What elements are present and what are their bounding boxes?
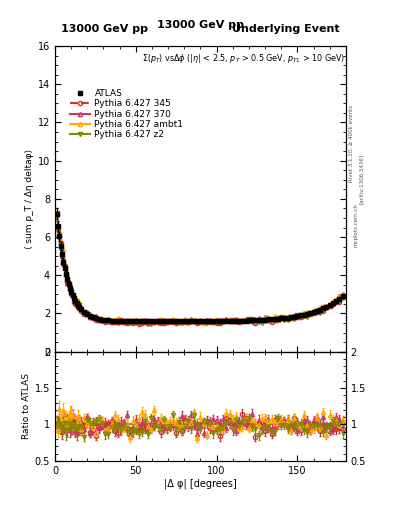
Y-axis label: ⟨ sum p_T / Δη deltaφ⟩: ⟨ sum p_T / Δη deltaφ⟩ [25,149,34,249]
Text: Rivet 3.1.10, ≥ 400k events: Rivet 3.1.10, ≥ 400k events [349,105,354,182]
Text: mcplots.cern.ch: mcplots.cern.ch [353,203,358,247]
Y-axis label: Ratio to ATLAS: Ratio to ATLAS [22,373,31,439]
Text: $\Sigma(p_T)$ vs$\Delta\phi$ ($|\eta|$ < 2.5, $p_T$ > 0.5 GeV, $p_{T1}$ > 10 GeV: $\Sigma(p_T)$ vs$\Delta\phi$ ($|\eta|$ <… [142,52,345,65]
Text: [arXiv:1306.3436]: [arXiv:1306.3436] [359,154,364,204]
Legend: ATLAS, Pythia 6.427 345, Pythia 6.427 370, Pythia 6.427 ambt1, Pythia 6.427 z2: ATLAS, Pythia 6.427 345, Pythia 6.427 37… [68,87,185,141]
Text: 13000 GeV pp: 13000 GeV pp [157,20,244,30]
Text: Underlying Event: Underlying Event [232,24,340,34]
Text: 13000 GeV pp: 13000 GeV pp [61,24,148,34]
X-axis label: |Δ φ| [degrees]: |Δ φ| [degrees] [164,478,237,489]
